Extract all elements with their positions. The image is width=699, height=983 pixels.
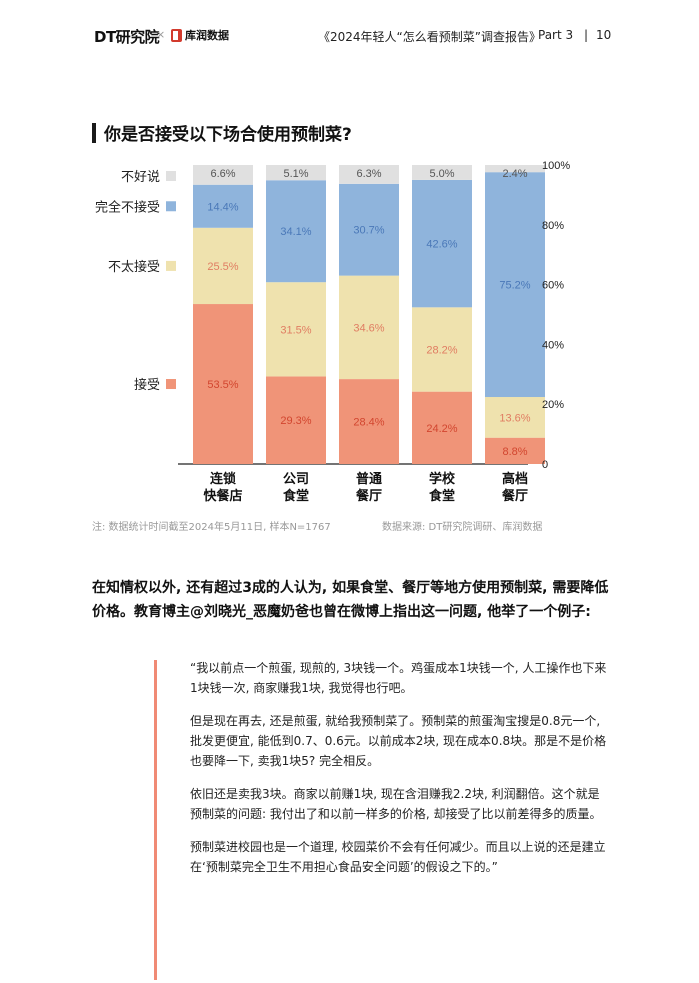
- y-tick-label: 60%: [542, 280, 564, 292]
- bar-segment: [266, 376, 326, 464]
- dt-logo: DT研究院: [94, 28, 160, 46]
- part-label: Part 3: [538, 28, 574, 42]
- bar-data-label: 2.4%: [502, 168, 527, 180]
- bar-segment: [412, 307, 472, 392]
- bar-segment: [485, 397, 545, 438]
- bar-segment: [266, 180, 326, 283]
- bar-data-label: 8.8%: [502, 446, 527, 458]
- y-tick-label: 80%: [542, 220, 564, 232]
- header-separator: |: [584, 28, 589, 42]
- legend-label: 接受: [134, 377, 160, 393]
- quote-paragraph: 依旧还是卖我3块。商家以前赚1块, 现在含泪赚我2.2块, 利润翻倍。这个就是预…: [190, 787, 602, 821]
- bar-segment: [193, 184, 253, 228]
- bar-segment: [339, 165, 399, 184]
- bar-data-label: 75.2%: [499, 280, 530, 292]
- bar-segment: [266, 282, 326, 377]
- bar-data-label: 14.4%: [207, 201, 238, 213]
- bar-data-label: 13.6%: [499, 412, 530, 424]
- x-tick-label: 普通: [356, 471, 382, 487]
- bar-segment: [339, 183, 399, 276]
- kurun-logo: 库润数据: [171, 27, 229, 43]
- bar-data-label: 42.6%: [426, 239, 457, 251]
- quote-block: “我以前点一个煎蛋, 现煎的, 3块钱一个。鸡蛋成本1块钱一个, 人工操作也下来…: [190, 658, 610, 890]
- section-title: 你是否接受以下场合使用预制菜?: [92, 120, 352, 145]
- x-tick-label: 食堂: [283, 488, 309, 504]
- bar-segment: [339, 379, 399, 464]
- x-tick-label: 餐厅: [355, 488, 382, 504]
- legend-label: 不太接受: [108, 259, 160, 275]
- logo-separator-icon: ×: [156, 28, 166, 41]
- x-tick-label: 快餐店: [203, 488, 242, 504]
- bar-segment: [485, 437, 545, 464]
- x-tick-label: 公司: [283, 472, 309, 487]
- body-paragraph: 在知情权以外, 还有超过3成的人认为, 如果食堂、餐厅等地方使用预制菜, 需要降…: [92, 580, 609, 620]
- quote-paragraph: 预制菜进校园也是一个道理, 校园菜价不会有任何减少。而且以上说的还是建立在‘预制…: [190, 840, 606, 874]
- bar-segment: [339, 275, 399, 380]
- bar-data-label: 5.0%: [429, 168, 454, 180]
- page-header: DT研究院 × 库润数据 《2024年轻人“怎么看预制菜”调查报告》 Part …: [0, 0, 699, 70]
- legend-swatch: [166, 260, 176, 271]
- quote-paragraph: “我以前点一个煎蛋, 现煎的, 3块钱一个。鸡蛋成本1块钱一个, 人工操作也下来…: [190, 661, 607, 695]
- bar-data-label: 29.3%: [280, 415, 311, 427]
- bar-segment: [412, 165, 472, 180]
- y-tick-label: 100%: [542, 160, 570, 172]
- legend-swatch: [166, 379, 176, 390]
- bar-segment: [485, 165, 545, 173]
- quote-paragraph: 但是现在再去, 还是煎蛋, 就给我预制菜了。预制菜的煎蛋淘宝搜是0.8元一个, …: [190, 714, 607, 768]
- bar-segment: [485, 172, 545, 398]
- y-tick-label: 0: [542, 459, 548, 471]
- bar-data-label: 31.5%: [280, 324, 311, 336]
- y-tick-label: 40%: [542, 339, 564, 351]
- page-number: 10: [596, 28, 612, 42]
- bar-data-label: 6.3%: [356, 168, 381, 180]
- bar-data-label: 28.4%: [353, 417, 384, 429]
- bar-segment: [412, 179, 472, 308]
- bar-segment: [193, 227, 253, 305]
- chart-source: 数据来源: DT研究院调研、库润数据: [382, 522, 543, 533]
- bar-data-label: 25.5%: [207, 261, 238, 273]
- kurun-logo-icon: [171, 28, 182, 42]
- title-bar-decoration: [92, 122, 96, 143]
- bar-data-label: 5.1%: [283, 168, 308, 180]
- bar-data-label: 34.6%: [353, 322, 384, 334]
- bar-segment: [193, 304, 253, 464]
- report-title: 《2024年轻人“怎么看预制菜”调查报告》: [318, 30, 541, 44]
- bar-data-label: 34.1%: [280, 226, 311, 238]
- bar-segment: [193, 165, 253, 185]
- y-tick-label: 20%: [542, 399, 564, 411]
- legend-label: 完全不接受: [95, 199, 160, 215]
- bar-data-label: 28.2%: [426, 344, 457, 356]
- x-tick-label: 餐厅: [501, 488, 528, 504]
- legend-label: 不好说: [121, 170, 160, 185]
- x-tick-label: 连锁: [210, 471, 236, 487]
- legend-swatch: [166, 201, 176, 212]
- section-title-text: 你是否接受以下场合使用预制菜?: [104, 125, 352, 145]
- bar-data-label: 30.7%: [353, 225, 384, 237]
- bar-data-label: 24.2%: [426, 423, 457, 435]
- x-tick-label: 学校: [429, 471, 456, 487]
- bar-data-label: 53.5%: [207, 379, 238, 391]
- bar-segment: [266, 165, 326, 181]
- quote-accent-bar: [154, 660, 157, 980]
- chart-footnote: 注: 数据统计时间截至2024年5月11日, 样本N=1767: [92, 522, 331, 533]
- legend-swatch: [166, 171, 176, 181]
- kurun-logo-text: 库润数据: [185, 29, 229, 42]
- bar-segment: [412, 391, 472, 464]
- bar-data-label: 6.6%: [210, 168, 235, 180]
- x-tick-label: 食堂: [429, 488, 455, 504]
- x-tick-label: 高档: [502, 471, 528, 487]
